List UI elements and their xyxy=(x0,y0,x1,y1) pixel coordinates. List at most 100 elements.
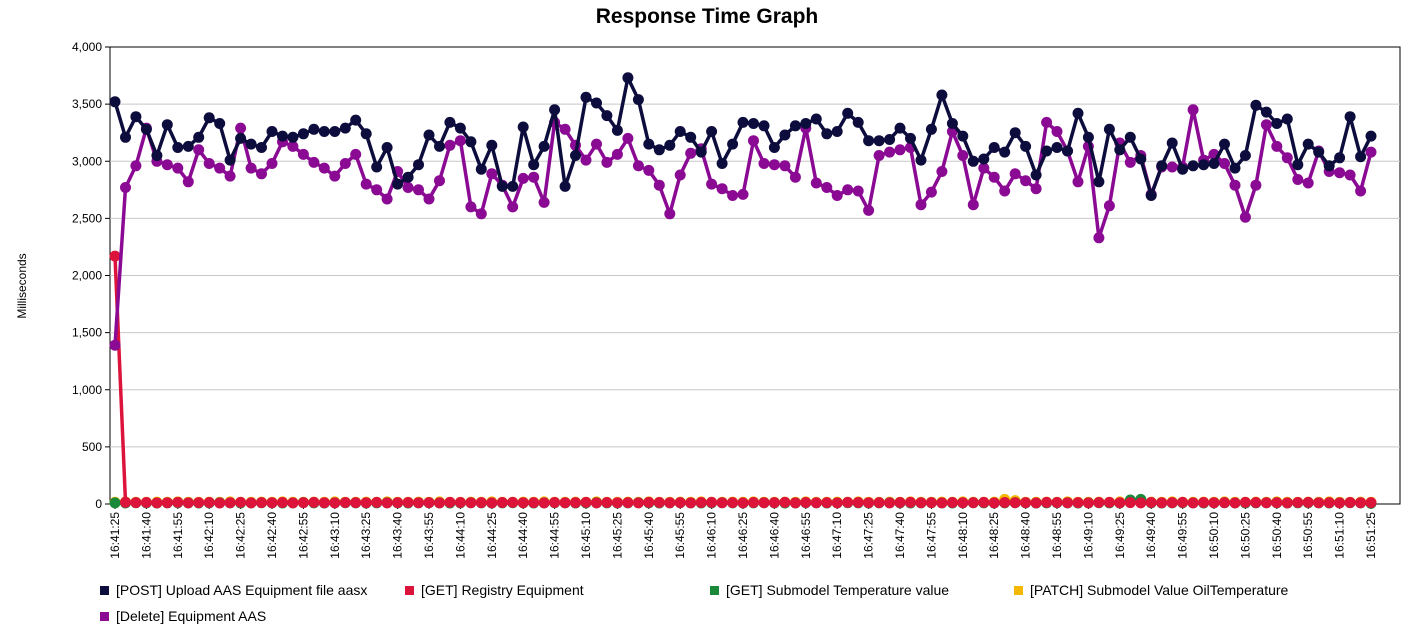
data-point xyxy=(611,497,623,509)
data-point xyxy=(884,146,896,158)
data-point xyxy=(936,497,948,509)
data-point xyxy=(413,159,424,171)
data-point xyxy=(1020,497,1032,509)
x-tick-label: 16:43:25 xyxy=(359,512,373,559)
data-point xyxy=(925,186,937,198)
data-point xyxy=(1030,497,1042,509)
data-point xyxy=(1334,167,1346,179)
data-point xyxy=(925,123,937,135)
data-point xyxy=(182,176,194,188)
x-tick-label: 16:45:55 xyxy=(673,512,687,559)
x-tick-label: 16:45:40 xyxy=(642,512,656,559)
data-point xyxy=(423,129,435,141)
series-4 xyxy=(109,104,1377,351)
data-point xyxy=(706,126,718,137)
legend-swatch xyxy=(1014,586,1023,595)
data-point xyxy=(863,204,875,216)
data-point xyxy=(214,162,226,174)
data-point xyxy=(1302,177,1314,189)
data-point xyxy=(873,135,885,147)
data-point xyxy=(1187,104,1199,116)
data-point xyxy=(193,144,205,156)
data-point xyxy=(664,497,676,509)
data-point xyxy=(151,150,163,161)
data-point xyxy=(1187,160,1199,172)
x-tick-label: 16:49:55 xyxy=(1176,512,1190,559)
data-point xyxy=(591,97,602,109)
data-point xyxy=(172,142,184,153)
data-point xyxy=(842,184,854,196)
data-point xyxy=(308,156,320,168)
x-tick-label: 16:44:40 xyxy=(516,512,530,559)
data-point xyxy=(381,193,393,205)
data-point xyxy=(643,496,655,508)
data-point xyxy=(496,180,508,192)
data-point xyxy=(779,160,791,172)
data-point xyxy=(423,497,435,509)
data-point xyxy=(559,497,571,509)
data-point xyxy=(517,121,529,133)
data-point xyxy=(120,131,131,143)
data-point xyxy=(182,497,194,509)
data-point xyxy=(1281,113,1293,125)
data-point xyxy=(371,184,383,196)
data-point xyxy=(779,496,791,508)
data-point xyxy=(863,497,875,509)
data-point xyxy=(957,150,969,161)
data-point xyxy=(1208,497,1220,509)
data-point xyxy=(685,497,697,509)
data-point xyxy=(632,94,644,106)
data-point xyxy=(1281,497,1293,509)
data-point xyxy=(1302,138,1314,150)
data-point xyxy=(601,156,613,168)
data-point xyxy=(967,199,979,211)
data-point xyxy=(1344,111,1356,123)
data-point xyxy=(748,497,759,508)
data-point xyxy=(475,208,487,220)
y-tick-label: 4,000 xyxy=(72,40,102,54)
data-point xyxy=(1198,159,1210,171)
data-point xyxy=(884,134,896,145)
y-tick-label: 1,000 xyxy=(72,383,102,397)
data-point xyxy=(727,138,739,150)
data-point xyxy=(905,496,916,508)
data-point xyxy=(748,135,759,147)
data-point xyxy=(570,497,581,509)
x-tick-label: 16:46:40 xyxy=(767,512,781,559)
data-point xyxy=(1229,497,1241,509)
data-point xyxy=(831,190,843,201)
data-point xyxy=(256,497,267,509)
data-point xyxy=(402,182,414,193)
data-point xyxy=(266,126,278,137)
data-point xyxy=(789,171,801,183)
data-point xyxy=(768,497,780,509)
legend-label: [GET] Submodel Temperature value xyxy=(726,582,950,598)
legend-swatch xyxy=(100,586,109,595)
data-point xyxy=(852,116,864,128)
x-tick-label: 16:41:40 xyxy=(139,512,153,559)
y-tick-label: 500 xyxy=(82,440,102,454)
data-point xyxy=(475,497,487,509)
data-point xyxy=(842,496,854,508)
data-point xyxy=(120,182,131,193)
data-point xyxy=(1250,497,1262,508)
legend-item-patch-oiltemperature: [PATCH] Submodel Value OilTemperature xyxy=(1014,582,1288,598)
data-point xyxy=(413,184,424,196)
data-point xyxy=(308,123,320,135)
data-point xyxy=(758,120,770,132)
data-point xyxy=(1082,131,1094,143)
data-point xyxy=(193,497,205,509)
data-point xyxy=(161,497,173,509)
data-point xyxy=(695,146,707,158)
data-point xyxy=(130,497,142,509)
data-point xyxy=(266,158,278,169)
y-tick-label: 1,500 xyxy=(72,326,102,340)
data-point xyxy=(810,497,822,509)
data-point xyxy=(381,497,393,509)
data-point xyxy=(737,497,749,509)
data-point xyxy=(360,497,372,509)
data-point xyxy=(517,172,529,184)
data-point xyxy=(1103,123,1115,135)
data-point xyxy=(256,168,267,180)
